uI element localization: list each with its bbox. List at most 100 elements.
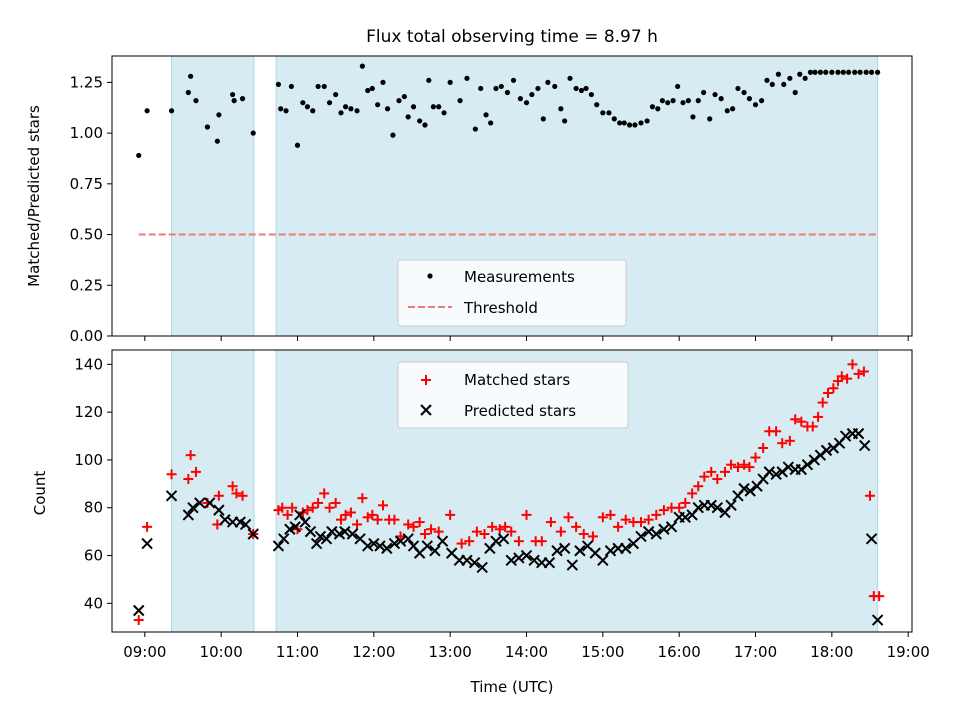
predicted-star-point [665,521,678,533]
predicted-star-point [314,530,327,543]
matched-star-point [658,505,669,516]
measurement-point [638,120,644,126]
predicted-star-point [326,525,338,538]
measurement-point [775,71,782,77]
matched-star-point [858,366,869,377]
matched-star-point [336,514,347,525]
measurement-point [852,69,858,75]
predicted-x-b [436,535,449,547]
matched-star-point [133,615,144,626]
measurement-point [441,110,447,116]
matched-star-point [377,500,388,511]
predicted-star-point [278,533,290,545]
measurement-point [823,69,829,75]
measurement-point [846,69,852,75]
predicted-x-b [763,466,775,478]
matched-star-point [367,509,378,520]
predicted-star-point [239,518,252,531]
matched-star-point [712,474,723,485]
measurement-point [797,71,803,77]
predicted-star-point [705,499,717,512]
matched-star-point [389,514,400,525]
measurement-point [304,104,311,110]
matched-star-point [213,490,224,501]
matched-star-point [823,388,834,399]
matched-star-point [190,466,201,477]
legend-measurements-label: Measurements [464,268,575,286]
predicted-x-b [520,549,533,562]
predicted-star-point [339,525,351,538]
measurement-point [216,112,222,118]
predicted-x-b [239,518,252,531]
matched-star-point [807,421,818,432]
measurement-point [675,83,681,90]
top-y-tick-label: 1.25 [70,73,103,91]
matched-star-point [784,435,795,446]
measurement-point [310,108,316,114]
top-y-tick-label: 0.00 [70,327,103,345]
matched-star-point [166,469,177,480]
measurement-point [315,83,321,90]
matched-star-point [847,359,858,370]
measurement-point [840,69,846,75]
measurement-point [504,89,511,96]
matched-star-point [613,521,624,532]
predicted-star-point [858,439,871,452]
matched-star-point [372,514,383,525]
measurement-point [817,69,823,75]
predicted-x-b [865,533,878,545]
predicted-star-point [725,499,737,512]
legend-measurement-marker [427,273,433,279]
matched-star-point [699,471,710,482]
measurement-point [488,120,494,126]
predicted-x-b [141,537,153,550]
matched-star-point [706,466,717,477]
matched-star-point [403,519,414,530]
measurement-point [294,142,301,148]
x-tick-label: 14:00 [505,643,548,661]
predicted-x-b [581,540,594,552]
predicted-star-point [381,542,393,555]
measurement-point [300,100,306,106]
measurement-point [342,104,349,110]
predicted-star-point [187,502,199,514]
predicted-star-point [468,556,481,569]
predicted-x-b [744,485,756,497]
predicted-star-point [543,556,556,569]
predicted-x-b [642,525,655,538]
predicted-star-point [461,554,473,567]
top-axes-frame [111,55,913,337]
predicted-x-b [635,530,647,543]
bottom-y-tick-label: 100 [74,451,103,469]
matched-star-point [758,442,769,453]
measurement-point [567,75,573,81]
predicted-star-point [368,537,380,550]
matched-star-point [345,507,356,518]
matched-star-point [494,524,505,535]
predicted-x-b [620,542,632,555]
x-tick-label: 15:00 [581,643,624,661]
predicted-star-point [738,482,750,495]
predicted-x-b [182,509,195,521]
predicted-x-b [461,554,473,567]
predicted-x-b [604,545,617,557]
predicted-star-point [558,542,571,555]
matched-star-point [651,509,662,520]
matched-star-point [487,521,498,532]
predicted-x-b [665,521,678,533]
matched-star-point [771,426,782,437]
predicted-star-point [346,528,359,540]
matched-star-point [521,509,532,520]
matched-star-point [817,397,828,408]
predicted-x-b [445,547,458,559]
measurement-point [558,106,564,112]
matched-star-point [719,466,730,477]
predicted-star-point [520,549,533,562]
predicted-x-b [770,468,782,480]
star-count-panel: 40 60 80 100 120 140 09:00 10:00 11:00 12:00 13:00… [74,349,930,661]
bottom-axes-frame [111,349,913,633]
matched-star-point [352,519,363,530]
measurement-point [380,79,386,85]
predicted-x-b [597,554,609,567]
